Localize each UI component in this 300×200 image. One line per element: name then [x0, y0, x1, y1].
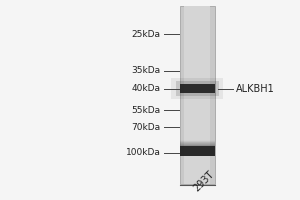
- Bar: [180, 6, 214, 184]
- Bar: [180, 144, 214, 145]
- Bar: [180, 84, 214, 93]
- Text: 55kDa: 55kDa: [131, 106, 160, 115]
- Bar: [180, 142, 214, 143]
- Text: 25kDa: 25kDa: [131, 30, 160, 39]
- Bar: [176, 81, 219, 96]
- Bar: [180, 145, 214, 146]
- Text: 40kDa: 40kDa: [131, 84, 160, 93]
- Bar: [180, 141, 214, 142]
- Text: 70kDa: 70kDa: [131, 123, 160, 132]
- Bar: [180, 140, 214, 141]
- Text: 100kDa: 100kDa: [126, 148, 160, 157]
- Bar: [180, 146, 214, 156]
- Text: ALKBH1: ALKBH1: [236, 84, 274, 94]
- Text: 35kDa: 35kDa: [131, 66, 160, 75]
- Bar: [184, 6, 210, 184]
- Bar: [180, 143, 214, 144]
- Bar: [171, 78, 224, 99]
- Text: 293T: 293T: [192, 169, 216, 193]
